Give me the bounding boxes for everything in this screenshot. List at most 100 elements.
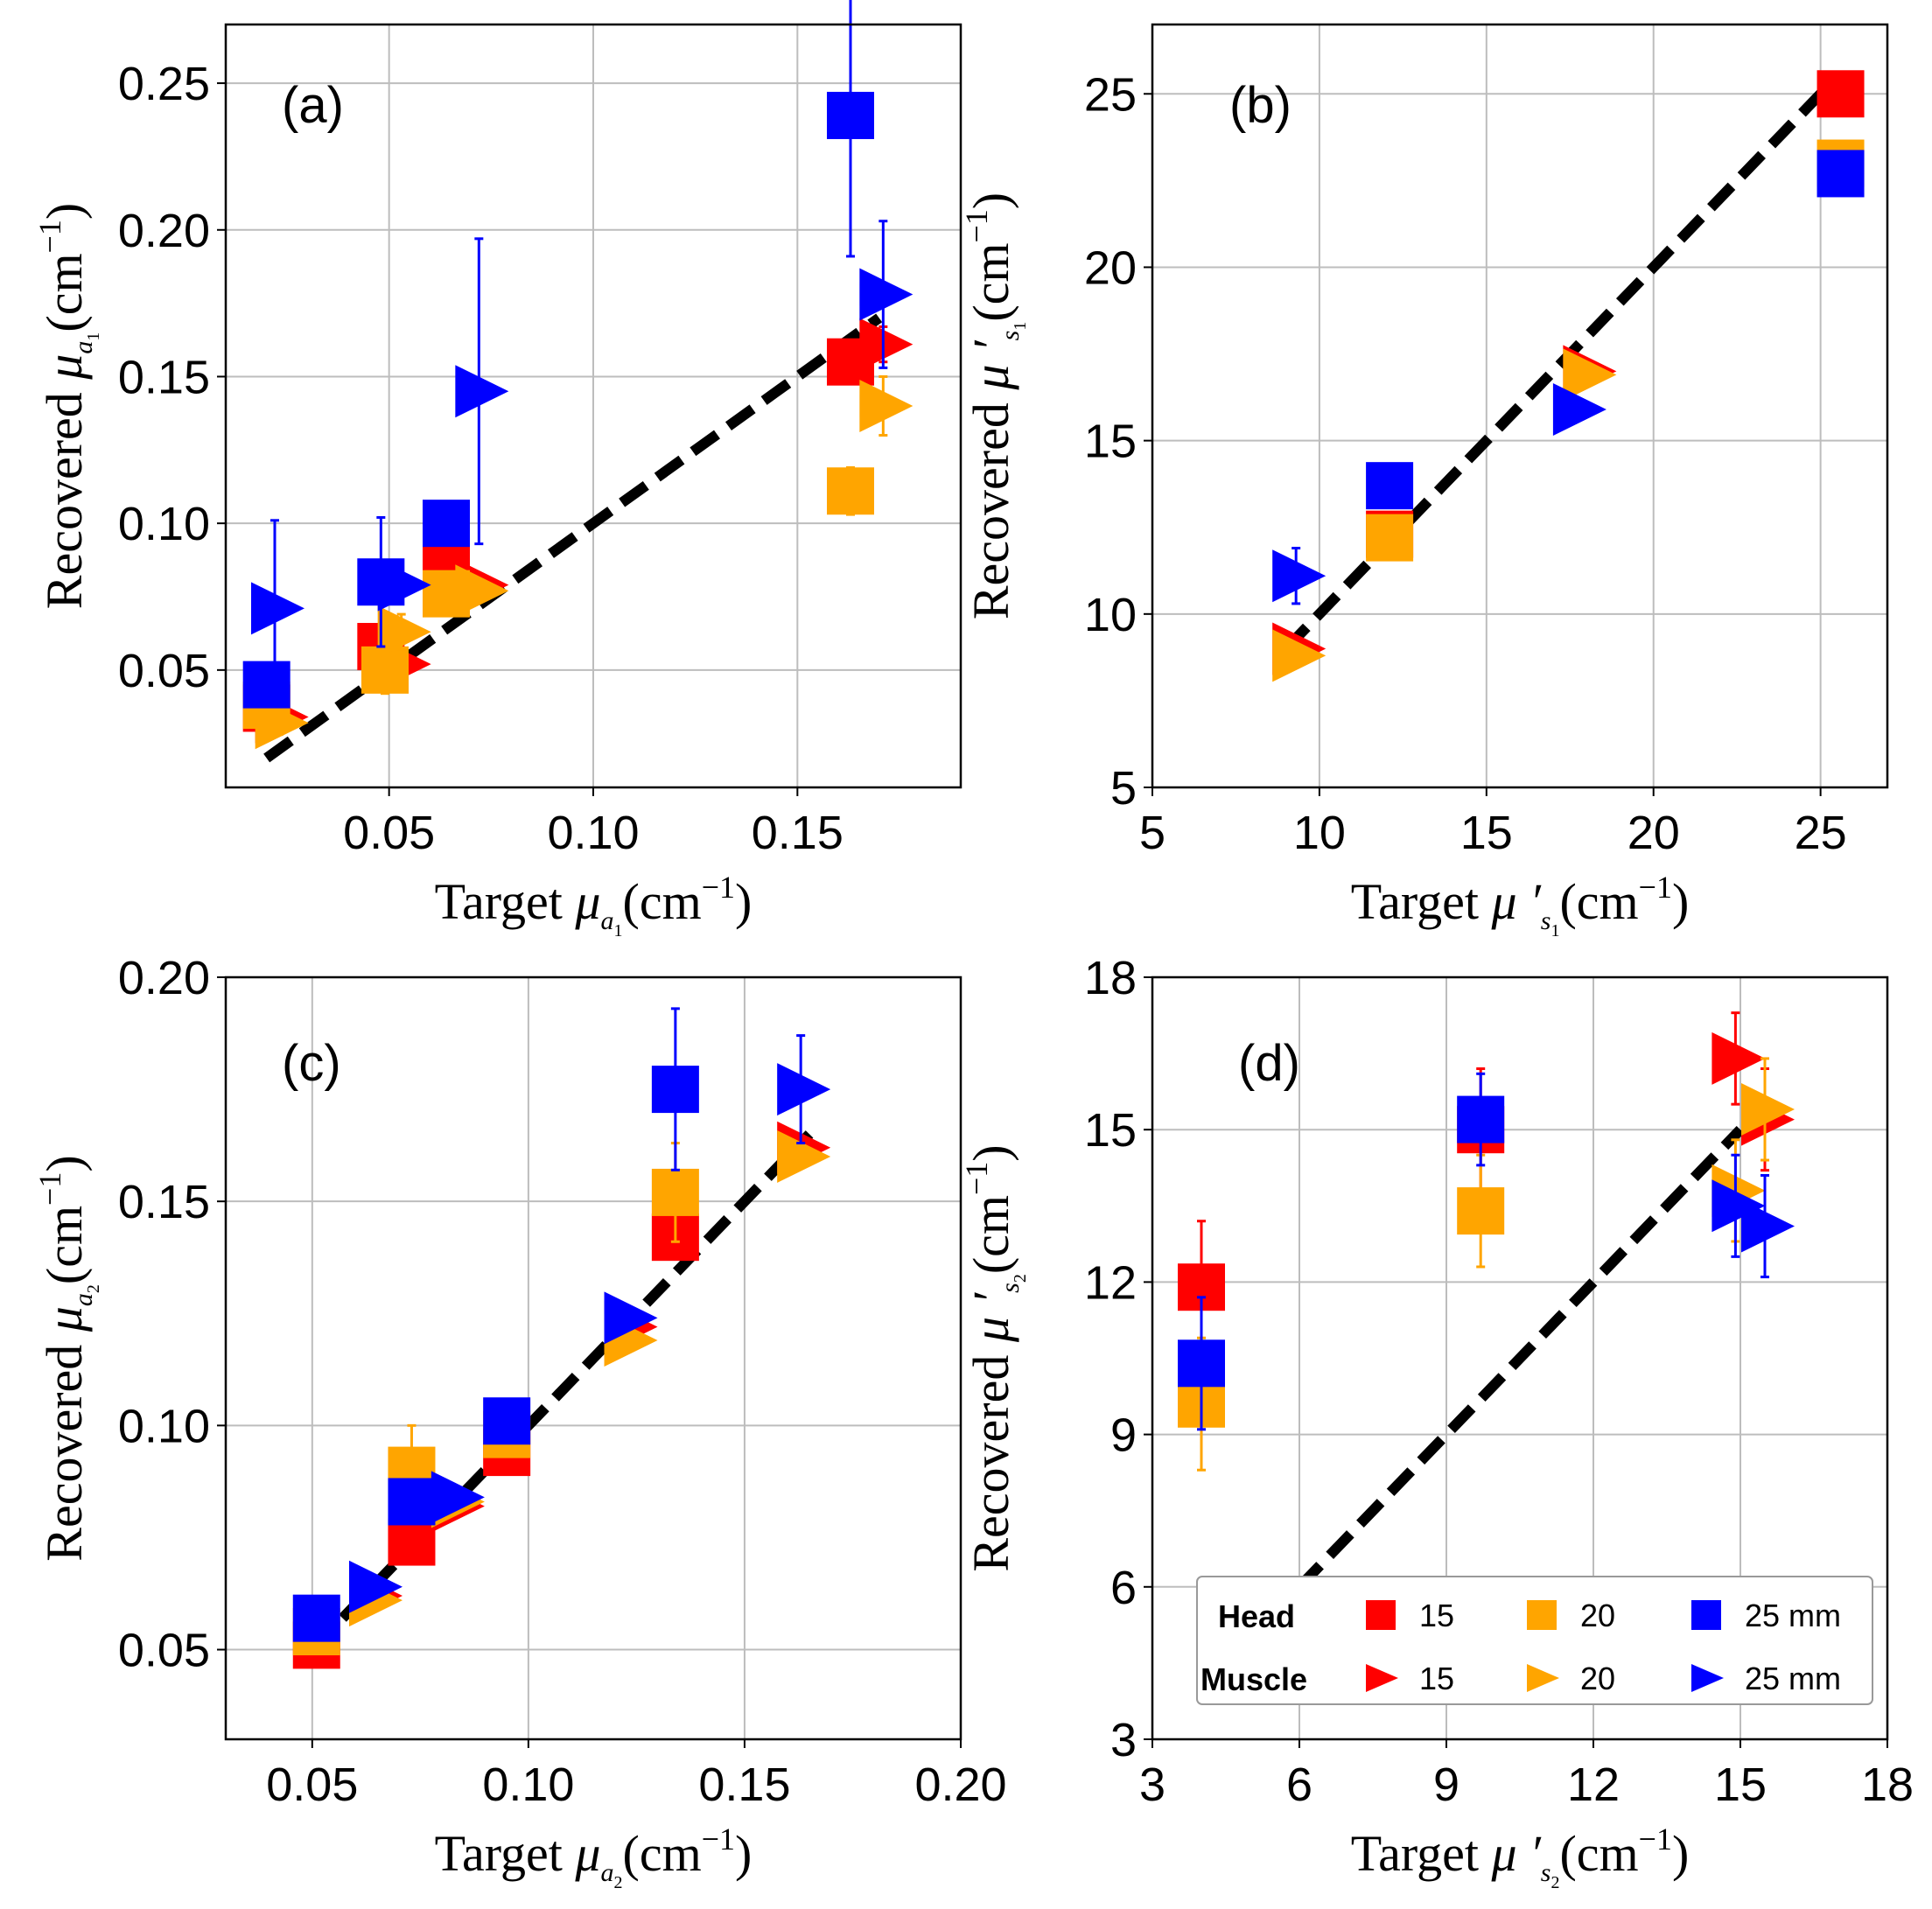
legend-item-label: 15: [1419, 1598, 1454, 1633]
x-tick-label: 0.05: [343, 807, 435, 859]
axis-label-subscript: s: [1541, 906, 1551, 935]
square-marker: [827, 467, 874, 515]
square-marker: [1366, 514, 1414, 562]
axis-label-exponent: −1: [32, 1172, 67, 1206]
y-tick-label: 6: [1110, 1562, 1137, 1614]
axis-label-subscript: s: [996, 331, 1025, 341]
x-tick-label: 0.05: [266, 1759, 358, 1811]
axis-label-prefix: Recovered: [962, 390, 1019, 619]
panel-label: (d): [1238, 1035, 1300, 1092]
x-tick-label: 15: [1714, 1759, 1767, 1811]
triangle-marker: [1563, 348, 1617, 402]
y-tick-label: 15: [1084, 1104, 1137, 1157]
triangle-marker: [455, 365, 509, 418]
x-tick-label: 18: [1861, 1759, 1914, 1811]
legend-square-marker: [1691, 1600, 1721, 1630]
axis-label-unit-close: ): [962, 1144, 1019, 1161]
x-axis-label: Target μ ′s1(cm−1): [1351, 870, 1690, 941]
axis-label-exponent: −1: [959, 1162, 994, 1195]
axis-label-unit: (cm: [962, 242, 1019, 321]
x-tick-label: 15: [1460, 807, 1513, 859]
x-tick-label: 9: [1433, 1759, 1460, 1811]
triangle-marker: [349, 1560, 402, 1613]
triangle-marker: [604, 1291, 658, 1345]
axis-label-subscript: a: [601, 906, 614, 935]
square-marker: [1366, 462, 1414, 510]
axis-label-unit-close: ): [1672, 873, 1689, 930]
y-tick-label: 5: [1110, 762, 1137, 815]
square-marker: [827, 91, 874, 139]
axis-label-unit-close: ): [36, 1155, 93, 1171]
axis-label-subsubscript: 2: [614, 1873, 623, 1892]
axis-label-subsubscript: 2: [84, 1284, 103, 1293]
square-marker: [423, 500, 470, 548]
panel-c: 0.05 0.10 0.15 0.20 0.05 0.10 0.15 0.20 (c) Targe…: [32, 952, 1007, 1892]
axis-label-prefix: Target: [1351, 873, 1492, 930]
axis-label-unit: (cm: [623, 1825, 702, 1882]
y-tick-label: 12: [1084, 1256, 1137, 1309]
axes-frame: [1151, 975, 1889, 1741]
x-tick-label: 3: [1139, 1759, 1166, 1811]
y-tick-label: 0.15: [118, 1176, 210, 1228]
x-tick-label: 0.10: [482, 1759, 574, 1811]
x-tick-label: 12: [1567, 1759, 1620, 1811]
triangle-marker: [1741, 1082, 1795, 1136]
y-tick-label: 0.10: [118, 1400, 210, 1452]
legend-item-label: 25 mm: [1745, 1598, 1841, 1633]
y-axis-label: Recovered μ ′s1(cm−1): [959, 192, 1030, 619]
triangle-marker: [377, 605, 431, 659]
x-tick-label: 0.15: [698, 1759, 790, 1811]
triangle-marker: [1741, 1199, 1795, 1253]
legend-triangle-marker: [1527, 1664, 1559, 1692]
y-tick-label: 3: [1110, 1714, 1137, 1766]
axis-label-unit-close: ): [1672, 1825, 1689, 1882]
axis-label-exponent: −1: [959, 209, 994, 242]
axis-label-symbol: μ ′: [1490, 1825, 1542, 1882]
x-tick-label: 20: [1628, 807, 1680, 859]
panel-label: (b): [1229, 77, 1292, 134]
y-tick-label: 20: [1084, 241, 1137, 294]
axis-label-prefix: Target: [435, 1825, 576, 1882]
square-marker: [292, 1594, 340, 1642]
triangle-marker: [777, 1129, 831, 1183]
triangle-marker: [455, 564, 509, 618]
x-tick-label: 10: [1293, 807, 1346, 859]
y-tick-label: 0.20: [118, 952, 210, 1004]
triangle-marker: [777, 1063, 831, 1116]
axis-label-unit: (cm: [962, 1195, 1019, 1274]
triangle-marker: [859, 268, 914, 321]
axis-label-prefix: Recovered: [962, 1342, 1019, 1571]
legend-square-marker: [1366, 1600, 1396, 1630]
x-tick-label: 6: [1286, 1759, 1312, 1811]
axis-label-subscript: a: [69, 1293, 98, 1306]
axis-label-prefix: Target: [435, 873, 576, 930]
identity-line: [1295, 1126, 1745, 1591]
x-axis-label: Target μa1(cm−1): [435, 870, 752, 941]
axis-label-subscript: s: [996, 1283, 1025, 1293]
x-tick-label: 5: [1139, 807, 1166, 859]
triangle-marker: [377, 558, 431, 612]
axes-frame: [1151, 23, 1889, 789]
legend-item-label: 20: [1580, 1598, 1615, 1633]
triangle-marker: [251, 582, 304, 635]
identity-line: [263, 313, 883, 763]
axis-label-exponent: −1: [702, 1822, 735, 1857]
triangle-marker: [1272, 549, 1326, 603]
axis-label-subsubscript: 1: [614, 921, 623, 941]
square-marker: [651, 1168, 699, 1216]
triangle-marker: [1272, 629, 1326, 682]
y-tick-label: 18: [1084, 952, 1137, 1004]
axis-label-unit: (cm: [1559, 873, 1638, 930]
panel-label: (c): [282, 1035, 341, 1092]
legend-row-label: Head: [1218, 1598, 1295, 1634]
square-marker: [1816, 70, 1865, 118]
y-tick-label: 0.05: [118, 645, 210, 697]
y-tick-label: 0.10: [118, 498, 210, 550]
axis-label-symbol: μ: [36, 354, 93, 381]
square-marker: [651, 1066, 699, 1114]
axis-label-exponent: −1: [702, 870, 735, 905]
y-tick-label: 10: [1084, 589, 1137, 641]
axis-label-exponent: −1: [1639, 870, 1672, 905]
square-marker: [388, 1478, 436, 1526]
